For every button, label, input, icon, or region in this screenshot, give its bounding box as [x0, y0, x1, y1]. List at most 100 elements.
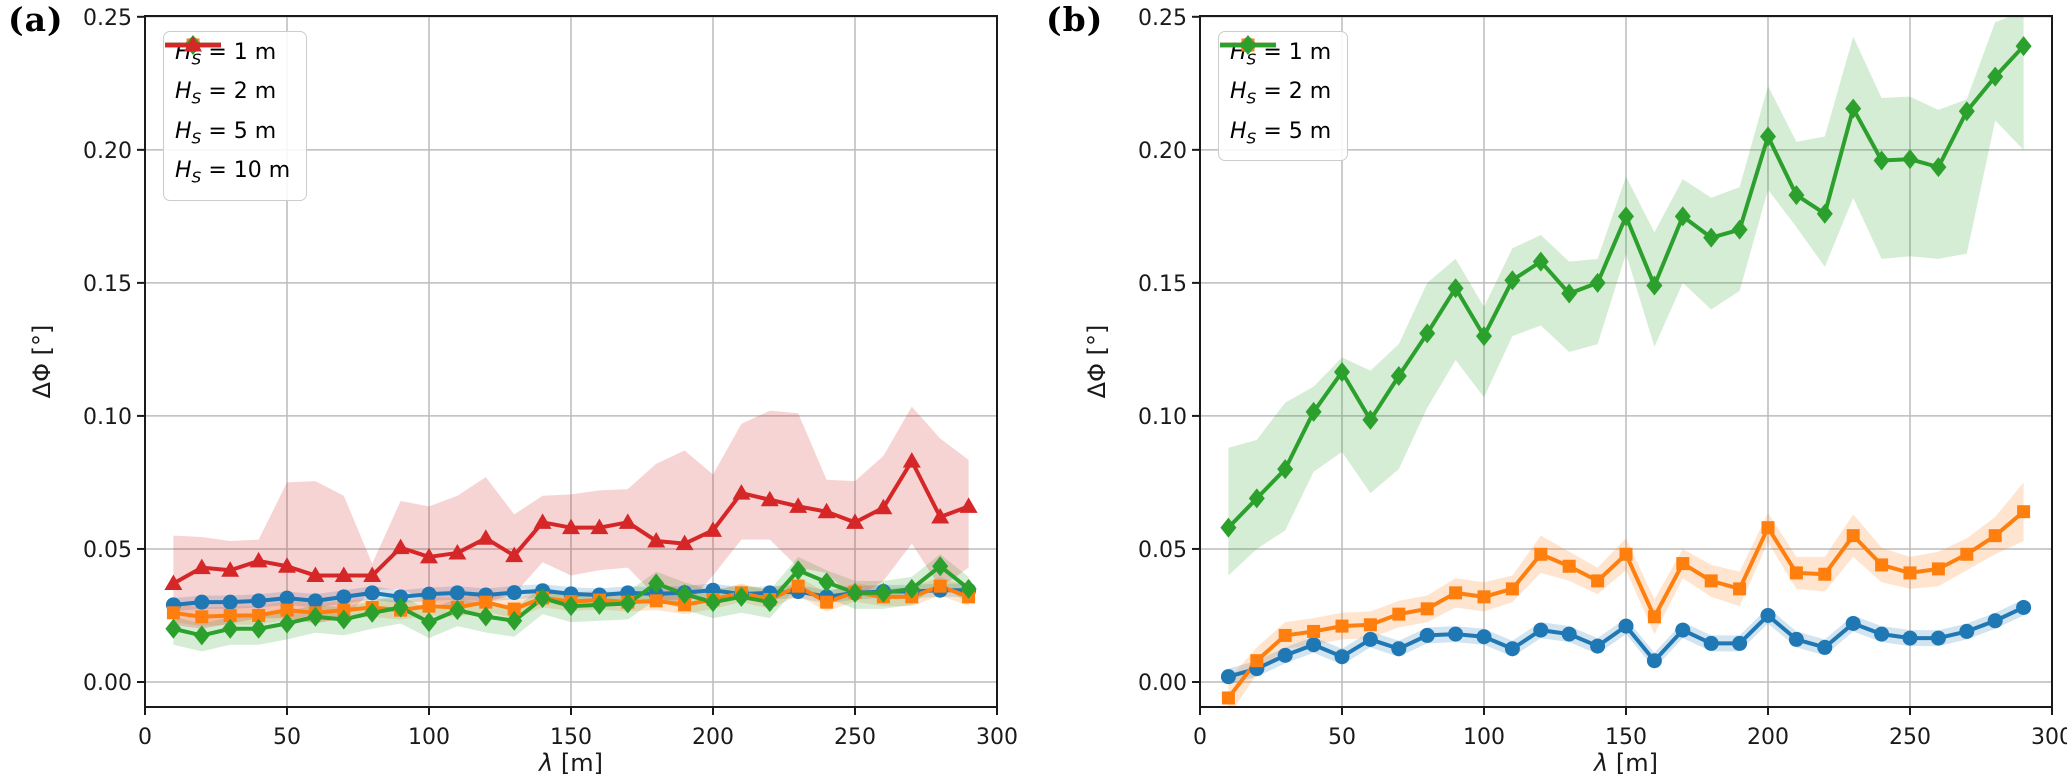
circle-marker: [1817, 639, 1833, 655]
series-markers-hs2: [1221, 505, 2031, 705]
x-tick-label: 250: [834, 725, 876, 750]
circle-marker: [1504, 641, 1520, 657]
diamond-marker: [1987, 66, 2004, 87]
circle-marker: [393, 589, 409, 605]
triangle-marker: [675, 534, 694, 551]
square-marker: [422, 599, 436, 613]
diamond-marker: [1419, 323, 1436, 344]
triangle-marker: [278, 557, 296, 573]
square-marker: [1931, 562, 1945, 576]
circle-marker: [1987, 613, 2003, 629]
triangle-marker: [391, 538, 410, 555]
x-tick-label: 200: [692, 725, 734, 750]
square-marker: [1789, 566, 1803, 580]
triangle-marker: [760, 490, 779, 507]
square-marker: [1307, 624, 1321, 638]
diamond-marker: [506, 610, 523, 631]
x-tick-label: 250: [1889, 725, 1931, 750]
square-marker: [280, 603, 294, 617]
square-marker: [1960, 547, 1974, 561]
confidence-band-hs1: [1228, 599, 2024, 685]
square-marker: [1449, 586, 1463, 600]
triangle-marker: [959, 497, 978, 513]
legend-panel-a: HS = 1 m HS = 2 m HS = 5 m HS = 10 m: [163, 31, 308, 201]
square-marker: [1392, 607, 1406, 621]
diamond-marker: [1476, 326, 1492, 347]
diamond-marker: [563, 596, 579, 617]
diamond-marker: [619, 593, 636, 614]
diamond-marker: [534, 588, 551, 609]
triangle-marker: [590, 518, 609, 535]
square-marker: [252, 608, 266, 622]
square-marker: [649, 594, 663, 608]
circle-marker: [1618, 618, 1634, 634]
diamond-marker: [1561, 283, 1578, 304]
legend-item-hs10: HS = 10 m: [165, 36, 291, 190]
diamond-marker: [591, 594, 608, 615]
legend-marker: [1240, 35, 1256, 55]
diamond-marker: [847, 582, 863, 603]
square-marker: [1846, 529, 1860, 543]
diamond-marker: [165, 618, 182, 639]
diamond-marker: [761, 592, 778, 613]
square-marker: [1647, 610, 1661, 624]
circle-marker: [1362, 631, 1378, 647]
circle-marker: [251, 593, 267, 609]
legend-label: HS = 2 m: [1230, 79, 1332, 108]
square-marker: [507, 602, 521, 616]
diamond-marker: [1334, 362, 1350, 383]
legend-triangle-sample: [165, 36, 221, 52]
triangle-marker: [192, 558, 211, 575]
circle-marker: [222, 594, 238, 610]
triangle-marker: [164, 574, 183, 591]
triangle-marker: [618, 513, 637, 529]
diamond-marker: [2015, 36, 2032, 57]
diamond-marker: [1703, 227, 1720, 248]
legend-marker: [184, 36, 202, 52]
circle-marker: [506, 585, 522, 601]
square-marker: [1903, 566, 1917, 580]
legend-diamond-sample: [1220, 35, 1276, 55]
triangle-marker: [704, 521, 722, 537]
square-marker: [820, 595, 834, 609]
series-markers-hs10: [164, 452, 978, 591]
square-marker: [791, 579, 805, 593]
diamond-marker: [1873, 150, 1890, 171]
circle-marker: [1448, 626, 1464, 642]
diamond-marker: [932, 556, 949, 577]
square-marker: [1704, 574, 1718, 588]
legend-label: HS = 10 m: [175, 158, 291, 187]
y-tick-label: 0.10: [83, 405, 132, 430]
y-tick-label: 0.20: [1138, 139, 1187, 164]
circle-marker: [1845, 615, 1861, 631]
diamond-marker: [1362, 409, 1379, 430]
y-tick-label: 0.00: [83, 671, 132, 696]
diamond-marker: [1390, 366, 1407, 387]
square-marker: [1676, 557, 1690, 571]
circle-marker: [1476, 629, 1492, 645]
triangle-marker: [846, 513, 864, 529]
circle-marker: [194, 594, 210, 610]
diamond-marker: [1277, 459, 1294, 480]
legend-label: HS = 2 m: [175, 79, 277, 108]
square-marker: [1562, 559, 1576, 573]
legend-item-hs5: HS = 5 m: [1220, 35, 1332, 151]
diamond-marker: [1532, 251, 1549, 272]
y-tick-label: 0.25: [1138, 6, 1187, 31]
circle-marker: [1306, 637, 1322, 653]
triangle-marker: [902, 452, 921, 468]
diamond-marker: [335, 609, 352, 630]
triangle-marker: [817, 502, 836, 519]
triangle-marker: [874, 498, 893, 515]
square-marker: [1875, 558, 1889, 572]
triangle-marker: [476, 529, 495, 545]
diamond-marker: [818, 572, 835, 593]
diamond-marker: [1930, 157, 1947, 178]
x-tick-label: 100: [1463, 725, 1505, 750]
legend-label: HS = 5 m: [1230, 118, 1332, 148]
diamond-marker: [676, 584, 693, 605]
confidence-band-hs5: [1228, 16, 2024, 576]
diamond-marker: [1305, 401, 1322, 422]
square-marker: [1988, 529, 2002, 543]
